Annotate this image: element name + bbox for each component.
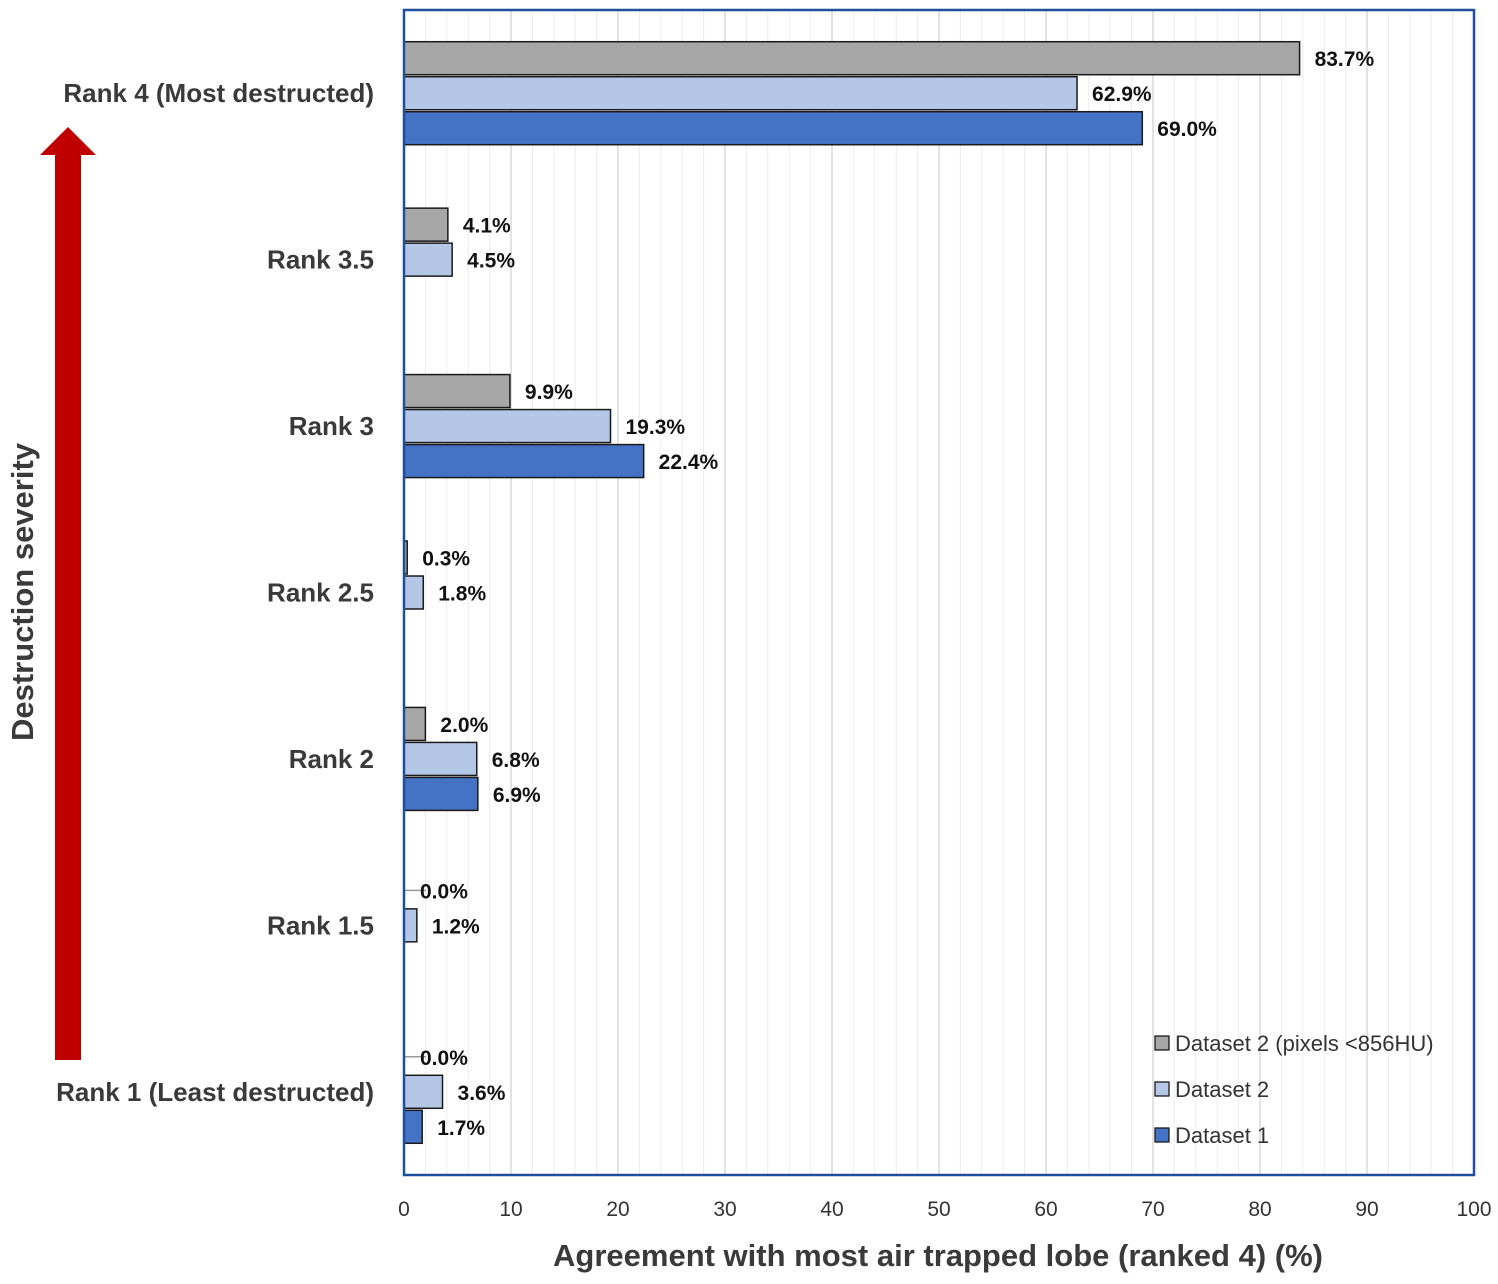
data-label: 83.7% [1315, 48, 1375, 71]
data-label: 1.8% [438, 583, 486, 606]
data-label: 0.0% [420, 880, 468, 903]
category-label: Rank 3 [289, 411, 374, 441]
data-label: 22.4% [659, 451, 719, 474]
x-tick-label: 20 [606, 1198, 629, 1221]
category-label: Rank 1.5 [267, 910, 374, 940]
x-tick-label: 100 [1456, 1198, 1491, 1221]
bar [403, 908, 418, 943]
data-label: 19.3% [626, 416, 686, 439]
x-tick-labels: 0 10 20 30 40 50 60 70 80 90 100 [398, 1198, 1491, 1221]
legend-entry: Dataset 2 (pixels <856HU) [1175, 1031, 1434, 1056]
legend-swatch [1154, 1035, 1170, 1051]
x-tick-label: 50 [927, 1198, 950, 1221]
x-tick-label: 70 [1141, 1198, 1164, 1221]
x-tick-label: 0 [398, 1198, 410, 1221]
bar [403, 706, 427, 742]
legend: Dataset 2 (pixels <856HU) Dataset 2 Datase… [1154, 1031, 1434, 1148]
severity-arrow [40, 127, 96, 1060]
gridlines [424, 10, 1454, 1175]
x-tick-label: 10 [499, 1198, 522, 1221]
category-label: Rank 2.5 [267, 578, 374, 608]
legend-swatch [1154, 1081, 1170, 1097]
category-label: Rank 1 (Least destructed) [56, 1077, 374, 1107]
x-axis-title: Agreement with most air trapped lobe (ra… [553, 1238, 1323, 1273]
data-label: 6.8% [492, 749, 540, 772]
severity-arrow-shaft [55, 154, 81, 1060]
data-label: 2.0% [440, 714, 488, 737]
legend-swatch [1154, 1127, 1170, 1143]
data-label: 1.7% [437, 1117, 485, 1140]
bar [403, 575, 425, 610]
plot-frame [402, 8, 1476, 1177]
bar [403, 373, 511, 409]
y-axis-title: Destruction severity [5, 442, 40, 741]
data-label: 9.9% [525, 381, 573, 404]
data-label: 69.0% [1157, 118, 1217, 141]
bar [403, 40, 1301, 76]
data-label: 6.9% [493, 784, 541, 807]
data-label: 3.6% [458, 1082, 506, 1105]
x-tick-label: 80 [1248, 1198, 1271, 1221]
bar [403, 776, 479, 812]
bar [403, 741, 478, 777]
x-tick-label: 40 [820, 1198, 843, 1221]
bar [403, 408, 612, 444]
x-tick-label: 30 [713, 1198, 736, 1221]
data-label: 1.2% [432, 915, 480, 938]
bar [403, 1109, 423, 1145]
bar [403, 1074, 444, 1110]
severity-arrow-head [40, 127, 96, 155]
bar [403, 75, 1078, 111]
bar [403, 443, 645, 479]
category-label: Rank 2 [289, 744, 374, 774]
bar [403, 207, 449, 242]
data-label: 4.5% [467, 250, 515, 273]
data-label: 0.3% [422, 548, 470, 571]
category-label: Rank 3.5 [267, 245, 374, 275]
x-tick-label: 60 [1034, 1198, 1057, 1221]
category-label: Rank 4 (Most destructed) [63, 78, 374, 108]
bar [403, 110, 1144, 146]
x-tick-label: 90 [1355, 1198, 1378, 1221]
data-label: 62.9% [1092, 83, 1152, 106]
bar [403, 242, 453, 277]
value-labels: 0.0% 3.6% 1.7% 0.0% 1.2% 2.0%6.8% 6.9% 0.3% 1.8%… [420, 48, 1374, 1140]
legend-entry: Dataset 2 [1175, 1077, 1269, 1102]
data-label: 0.0% [420, 1047, 468, 1070]
category-labels: Rank 1 (Least destructed) Rank 1.5 Rank 2 R… [56, 78, 374, 1107]
data-label: 4.1% [463, 215, 511, 238]
bars [403, 40, 1301, 1145]
legend-entry: Dataset 1 [1175, 1123, 1269, 1148]
